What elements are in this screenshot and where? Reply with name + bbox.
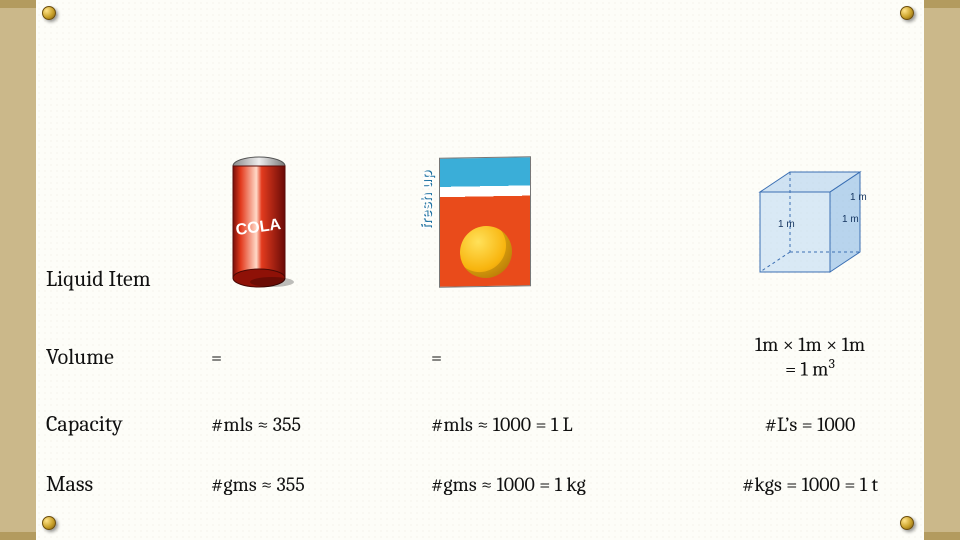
volume-col3-sup: 3: [828, 355, 834, 372]
cell-capacity-col2: #mls ≈ 1000 = 1 L: [431, 413, 706, 436]
cell-volume-col3: 1m × 1m × 1m = 1 m3: [706, 333, 914, 381]
table-row: Volume = = 1m × 1m × 1m = 1 m3: [46, 320, 914, 394]
cell-capacity-col3: #L’s = 1000: [706, 413, 914, 436]
cell-mass-col2: #gms ≈ 1000 = 1 kg: [431, 473, 706, 496]
table-row: Liquid Item: [46, 150, 914, 320]
volume-col3-line2-pre: = 1 m: [785, 358, 828, 381]
pushpin-icon: [42, 6, 60, 24]
cubic-metre-icon: 1 m 1 m 1 m: [706, 152, 914, 292]
table-row: Capacity #mls ≈ 355 #mls ≈ 1000 = 1 L #L…: [46, 394, 914, 454]
row-label-volume: Volume: [46, 344, 211, 370]
cell-mass-col1: #gms ≈ 355: [211, 473, 431, 496]
cola-can-icon: COLA: [211, 152, 431, 292]
svg-text:1 m: 1 m: [842, 214, 859, 225]
pushpin-icon: [900, 516, 918, 534]
pushpin-icon: [900, 6, 918, 24]
cell-volume-col2: =: [431, 346, 706, 369]
row-label-item: Liquid Item: [46, 266, 211, 292]
svg-text:1 m: 1 m: [850, 192, 867, 203]
pushpin-icon: [42, 516, 60, 534]
cell-mass-col3: #kgs = 1000 = 1 t: [706, 473, 914, 496]
content-table: Liquid Item: [46, 150, 914, 514]
volume-col3-line1: 1m × 1m × 1m: [755, 333, 865, 356]
row-label-mass: Mass: [46, 471, 211, 497]
svg-text:1 m: 1 m: [778, 219, 795, 230]
table-row: Mass #gms ≈ 355 #gms ≈ 1000 = 1 kg #kgs …: [46, 454, 914, 514]
cell-volume-col1: =: [211, 346, 431, 369]
cell-capacity-col1: #mls ≈ 355: [211, 413, 431, 436]
juice-box-icon: [431, 152, 706, 292]
row-label-capacity: Capacity: [46, 411, 211, 437]
